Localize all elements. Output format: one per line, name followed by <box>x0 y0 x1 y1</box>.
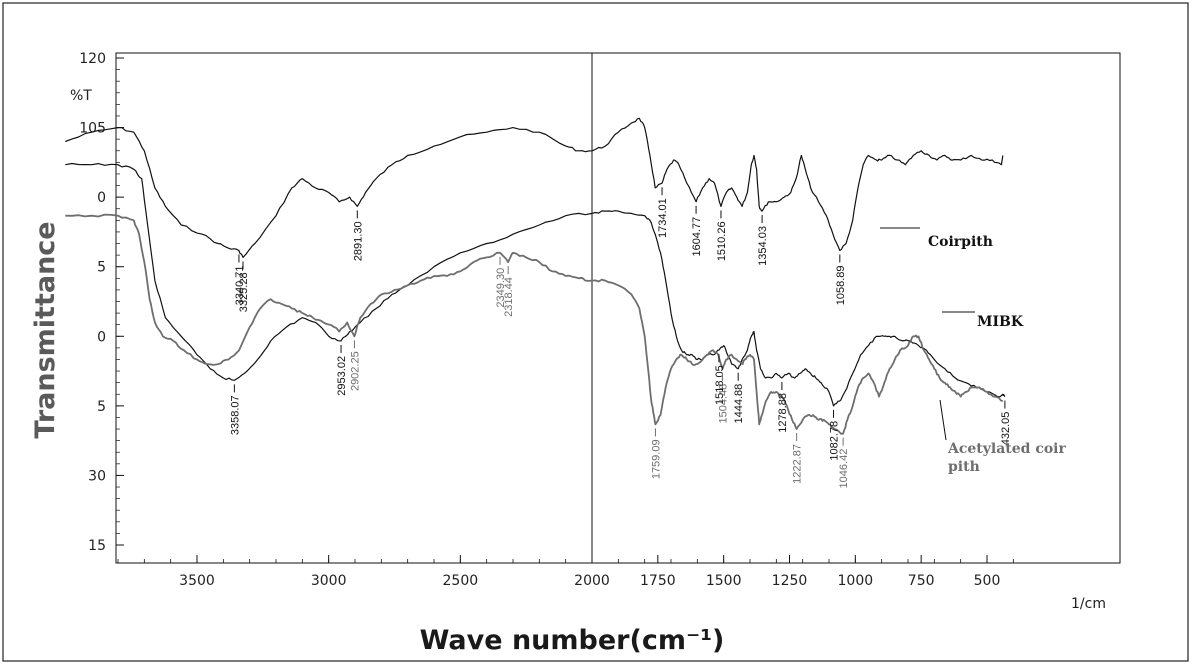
y-axis-unit: %T <box>70 88 92 104</box>
peak-label: 1354.03 <box>757 226 769 266</box>
x-tick-label: 1500 <box>706 573 742 589</box>
x-tick-label: 1000 <box>838 573 874 589</box>
y-tick-label: 30 <box>88 468 106 484</box>
peak-label: 2953.02 <box>336 356 348 396</box>
series-line-coirpith <box>65 117 1004 258</box>
axes-group: 3500 3000 2500 2000 1750 1500 1250 1000 750 50012… <box>79 51 1014 589</box>
y-tick-label: 15 <box>88 538 106 554</box>
peak-label: 1510.26 <box>716 221 728 261</box>
x-tick-label: 2000 <box>574 573 610 589</box>
peak-label: 1604.77 <box>691 217 703 257</box>
peak-label: 2349.30 <box>495 268 507 308</box>
x-axis-title: Wave number(cm⁻¹) <box>420 625 725 656</box>
y-tick-label: 5 <box>97 260 106 276</box>
x-axis-unit: 1/cm <box>1071 596 1106 612</box>
series-line-acetylated-coir-pith <box>65 213 1004 435</box>
peak-label: 2902.25 <box>349 351 361 391</box>
series-label: Acetylated coir <box>947 441 1067 457</box>
peak-label: 1444.88 <box>733 384 745 424</box>
peak-label: 1082.78 <box>829 421 841 461</box>
x-tick-label: 2500 <box>443 573 479 589</box>
y-tick-label: 120 <box>79 51 106 67</box>
x-tick-label: 750 <box>908 573 935 589</box>
y-tick-label: 105 <box>79 121 106 137</box>
series-label: Coirpith <box>928 234 993 250</box>
x-tick-label: 1250 <box>772 573 808 589</box>
series-label-continued: pith <box>948 459 980 475</box>
peak-label: 432.05 <box>1000 412 1012 446</box>
peak-label: 1734.01 <box>657 198 669 238</box>
y-tick-label: 5 <box>97 399 106 415</box>
series-labels-group: Coirpith MIBK Acetylated coir pith <box>880 227 1067 475</box>
peak-label: 2891.30 <box>352 221 364 261</box>
peak-label: 1222.87 <box>792 444 804 484</box>
x-tick-label: 3500 <box>179 573 215 589</box>
figure-border <box>2 2 1189 662</box>
peak-label: 3325.28 <box>238 272 250 312</box>
peak-label: 1278.88 <box>777 393 789 433</box>
x-tick-label: 500 <box>974 573 1001 589</box>
y-tick-label: 0 <box>97 190 106 206</box>
peak-label: 2318.44 <box>503 277 515 317</box>
peak-label: 1759.09 <box>650 439 662 479</box>
series-lines-group <box>65 117 1006 435</box>
peak-label: 3358.07 <box>229 395 241 435</box>
plot-area-border <box>115 52 1121 564</box>
y-tick-label: 0 <box>97 329 106 345</box>
series-line-mibk <box>65 162 1006 407</box>
series-label-leader <box>939 399 947 441</box>
peak-label: 1046.42 <box>838 449 850 489</box>
peak-label: 1504.48 <box>717 384 729 424</box>
peak-label: 1058.89 <box>835 265 847 305</box>
y-axis-title: Transmittance <box>30 221 61 438</box>
x-tick-label: 3000 <box>311 573 347 589</box>
x-tick-label: 1750 <box>640 573 676 589</box>
peak-label: 3340.71 <box>234 265 246 305</box>
series-label: MIBK <box>977 314 1024 330</box>
